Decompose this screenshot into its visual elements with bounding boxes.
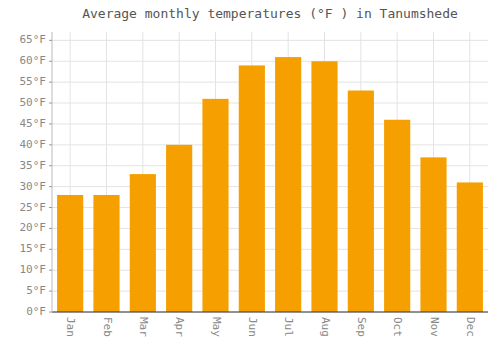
x-tick-label: Mar [137,317,150,337]
y-grid-line [52,40,488,41]
y-grid-line [52,103,488,104]
y-tick [49,249,52,250]
y-tick-label: 15°F [20,242,47,255]
y-tick [49,186,52,187]
x-tick-label: Jun [246,317,259,337]
y-grid-line [52,82,488,83]
y-tick-label: 0°F [26,305,46,318]
bar [202,99,228,312]
y-tick-label: 35°F [20,159,47,172]
y-tick [49,228,52,229]
bar [130,174,156,312]
y-grid-line [52,312,488,313]
bar [384,120,410,312]
y-tick-label: 40°F [20,138,47,151]
x-tick-label: Jul [282,317,295,337]
y-tick-label: 25°F [20,201,47,214]
bar [311,61,337,312]
y-tick [49,82,52,83]
y-tick-label: 50°F [20,96,47,109]
y-grid-line [52,61,488,62]
axes: 0°F 5°F 10°F 15°F 20°F 25°F 30°F 35°F 40°F 45°F 50… [20,32,489,337]
x-tick-label: Sep [355,317,368,337]
y-tick-label: 5°F [26,284,46,297]
x-axis-line [52,312,488,313]
y-tick-label: 45°F [20,117,47,130]
y-tick [49,165,52,166]
x-tick-label: Oct [391,317,404,337]
bar [275,57,301,312]
x-tick-label: Aug [319,317,332,337]
y-grid-line [52,144,488,145]
bar [166,145,192,312]
bar [348,91,374,312]
y-tick-label: 30°F [20,180,47,193]
y-tick [49,103,52,104]
y-tick [49,61,52,62]
x-tick-label: Feb [101,317,114,337]
y-tick [49,40,52,41]
y-tick [49,291,52,292]
bar [420,157,446,312]
grid [52,32,488,312]
y-tick [49,144,52,145]
x-tick-label: Apr [173,317,186,337]
y-tick [49,207,52,208]
x-tick-label: Dec [464,317,477,337]
y-tick-label: 20°F [20,221,47,234]
y-grid-line [52,123,488,124]
y-tick [49,123,52,124]
x-tick-label: Nov [428,317,441,337]
bar [457,182,483,312]
bar [93,195,119,312]
y-tick-label: 10°F [20,263,47,276]
chart: 0°F 5°F 10°F 15°F 20°F 25°F 30°F 35°F 40°F 45°F 50… [0,0,500,350]
bars [57,57,483,312]
x-tick-label: Jan [64,317,77,337]
bar [57,195,83,312]
title: Average monthly temperatures (°F ) in Ta… [82,6,458,21]
y-tick [49,270,52,271]
bar [239,65,265,312]
y-tick-label: 60°F [20,54,47,67]
y-tick [49,312,52,313]
y-tick-label: 55°F [20,75,47,88]
y-tick-label: 65°F [20,33,47,46]
x-tick-label: May [210,317,223,337]
